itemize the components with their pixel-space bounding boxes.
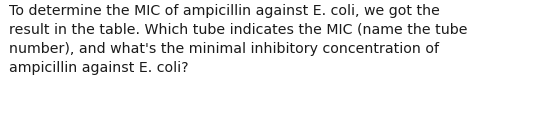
Text: To determine the MIC of ampicillin against E. coli, we got the
result in the tab: To determine the MIC of ampicillin again… bbox=[9, 4, 468, 75]
